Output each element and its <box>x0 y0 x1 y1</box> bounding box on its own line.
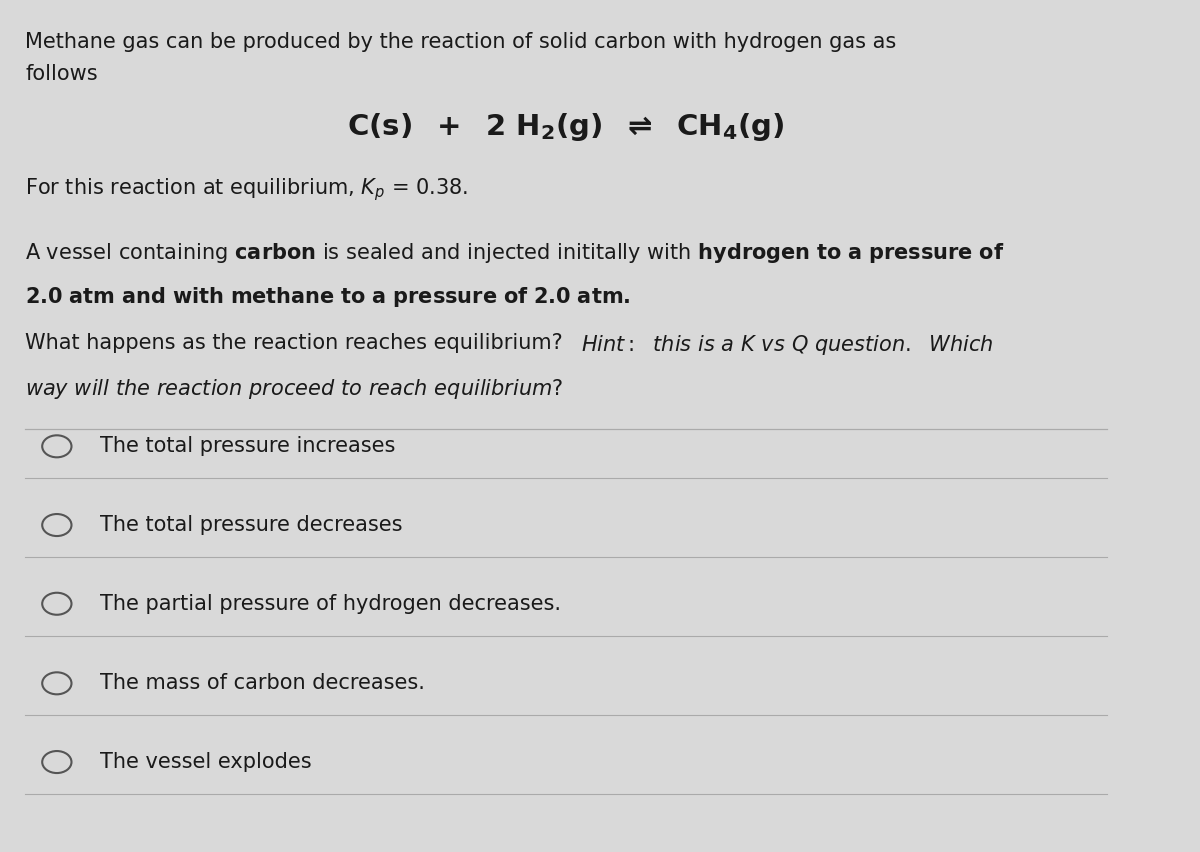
Text: For this reaction at equilibrium, $K_p$ = 0.38.: For this reaction at equilibrium, $K_p$ … <box>25 176 468 203</box>
Text: $\mathbf{C(s)\ \ +\ \ 2\ H_2(g)\ \ \rightleftharpoons\ \ CH_4(g)}$: $\mathbf{C(s)\ \ +\ \ 2\ H_2(g)\ \ \righ… <box>347 111 785 143</box>
Text: $\mathbf{2.0\ atm\ and\ with\ methane\ to\ a\ pressure\ of\ 2.0\ atm.}$: $\mathbf{2.0\ atm\ and\ with\ methane\ t… <box>25 285 631 309</box>
Text: Methane gas can be produced by the reaction of solid carbon with hydrogen gas as: Methane gas can be produced by the react… <box>25 32 896 53</box>
Text: The vessel explodes: The vessel explodes <box>100 752 311 772</box>
Text: $\mathit{Hint:\ \ this\ is\ a\ K\ vs\ Q\ question.\ \ Which}$: $\mathit{Hint:\ \ this\ is\ a\ K\ vs\ Q\… <box>581 333 994 357</box>
Text: The partial pressure of hydrogen decreases.: The partial pressure of hydrogen decreas… <box>100 594 560 613</box>
Text: What happens as the reaction reaches equilibrium?: What happens as the reaction reaches equ… <box>25 333 563 353</box>
Text: follows: follows <box>25 64 98 83</box>
Text: The total pressure decreases: The total pressure decreases <box>100 515 402 535</box>
Text: The total pressure increases: The total pressure increases <box>100 436 395 457</box>
Text: The mass of carbon decreases.: The mass of carbon decreases. <box>100 673 425 694</box>
Text: A vessel containing $\mathbf{carbon}$ is sealed and injected inititally with $\m: A vessel containing $\mathbf{carbon}$ is… <box>25 241 1004 266</box>
Text: $\mathit{way\ will\ the\ reaction\ proceed\ to\ reach\ equilibrium?}$: $\mathit{way\ will\ the\ reaction\ proce… <box>25 377 564 401</box>
